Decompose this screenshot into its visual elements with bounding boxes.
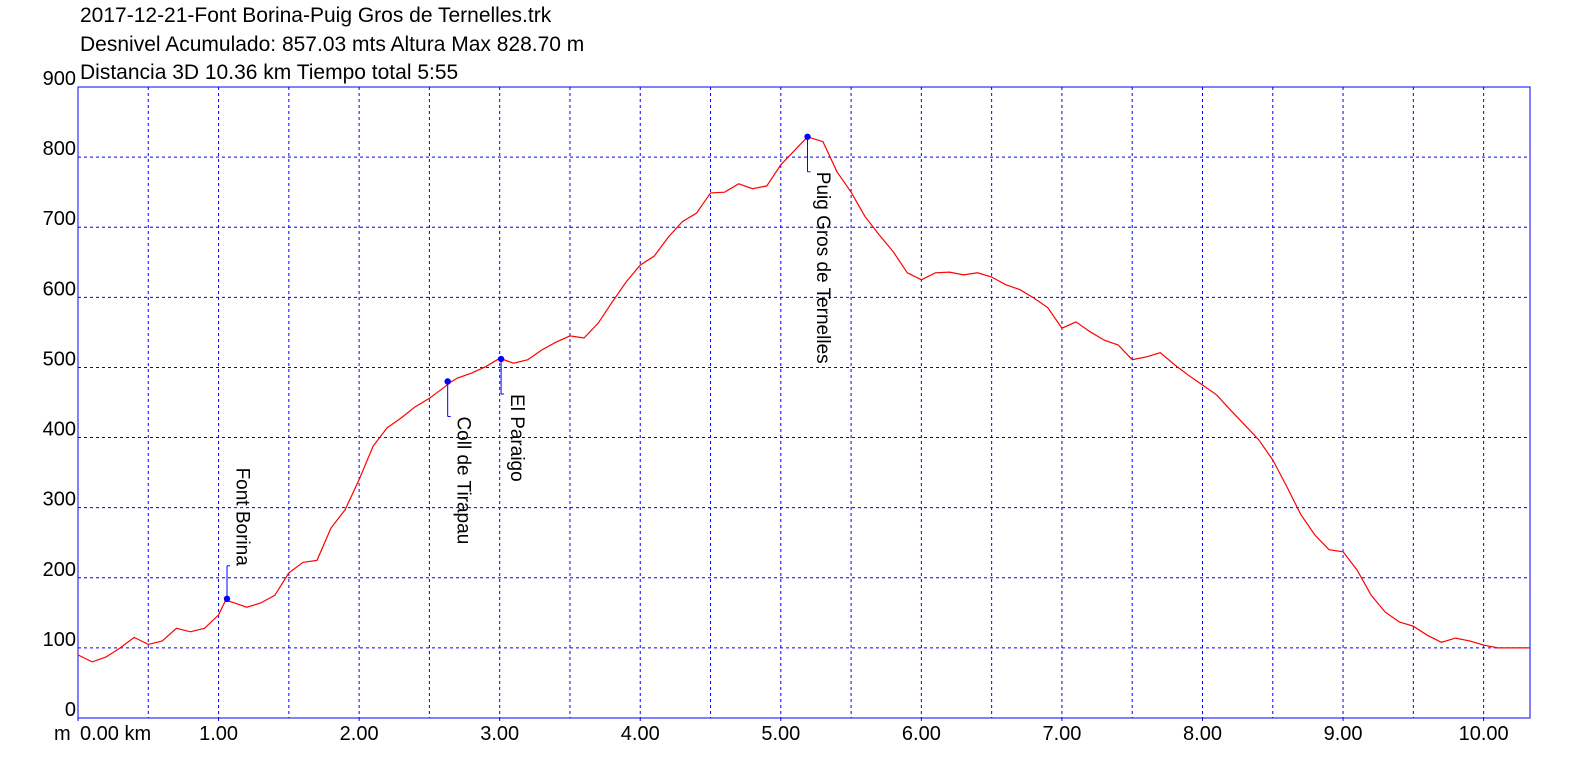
x-tick-label: 5.00 (761, 723, 800, 745)
plot-frame (77, 86, 1531, 719)
y-tick-label: 300 (43, 489, 76, 511)
title-line: Distancia 3D 10.36 km Tiempo total 5:55 (80, 61, 458, 84)
x-tick-label: 6.00 (902, 723, 941, 745)
waypoint-marker (804, 133, 811, 140)
x-tick-label: 7.00 (1042, 723, 1081, 745)
waypoint-marker (223, 595, 231, 603)
x-tick-label: 0.00 km (80, 723, 151, 745)
y-tick-label: 100 (43, 629, 76, 651)
waypoint-marker (444, 378, 451, 385)
x-tick-label: 4.00 (621, 723, 660, 745)
y-tick-label: 900 (43, 68, 76, 90)
title-line: 2017-12-21-Font Borina-Puig Gros de Tern… (80, 4, 552, 27)
x-tick-label: 1.00 (199, 723, 238, 745)
x-tick-label: 3.00 (480, 723, 519, 745)
y-tick-label: 700 (43, 208, 76, 230)
y-unit: m (54, 723, 71, 745)
y-tick-label: 400 (43, 419, 76, 441)
title-line: Desnivel Acumulado: 857.03 mts Altura Ma… (80, 33, 584, 56)
waypoint-label: Coll de Tirapau (452, 416, 473, 544)
y-tick-label: 600 (43, 278, 76, 300)
x-tick-label: 9.00 (1324, 723, 1363, 745)
x-tick-label: 8.00 (1183, 723, 1222, 745)
waypoint-label: Puig Gros de Ternelles (812, 172, 833, 364)
waypoint-label: Font Borina (232, 468, 253, 567)
y-tick-label: 200 (43, 559, 76, 581)
x-tick-label: 10.00 (1459, 723, 1509, 745)
waypoint-label: El Paraigo (506, 394, 527, 482)
y-tick-label: 500 (43, 348, 76, 370)
y-tick-label: 800 (43, 138, 76, 160)
x-tick-label: 2.00 (340, 723, 379, 745)
y-tick-label: 0 (65, 699, 76, 721)
elevation-line (77, 136, 1530, 663)
waypoint-marker (497, 355, 505, 363)
